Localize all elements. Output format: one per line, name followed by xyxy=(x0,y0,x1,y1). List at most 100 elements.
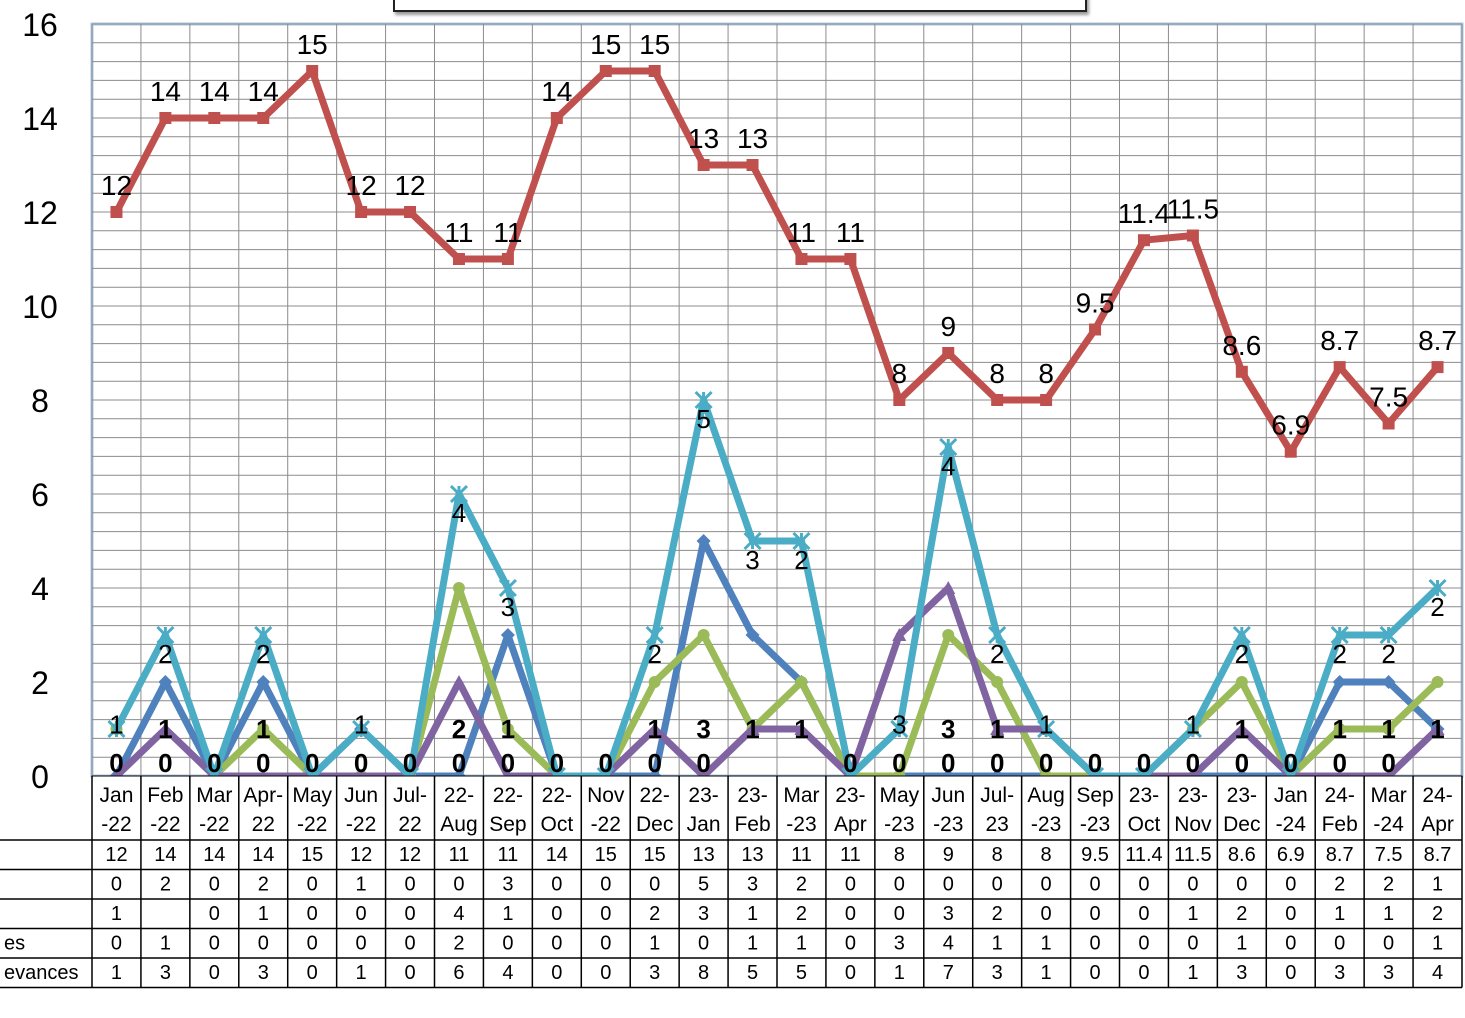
table-cell: 15 xyxy=(301,844,323,866)
table-cell: 2 xyxy=(1334,874,1345,896)
data-label: 0 xyxy=(892,748,906,778)
table-cell: 3 xyxy=(1383,962,1394,984)
table-cell: 14 xyxy=(546,844,568,866)
table-cell: 13 xyxy=(741,844,763,866)
table-cell: 2 xyxy=(1432,903,1443,925)
table-cell: 0 xyxy=(1041,874,1052,896)
y-tick-label: 12 xyxy=(22,195,58,231)
table-cell: 1 xyxy=(1187,962,1198,984)
series-marker xyxy=(795,676,808,688)
series-marker xyxy=(256,675,271,689)
x-tick-label: -23 xyxy=(933,813,963,836)
table-cell: 0 xyxy=(209,962,220,984)
table-cell: 8 xyxy=(1041,844,1052,866)
data-label: 4 xyxy=(941,451,955,481)
table-cell: 13 xyxy=(692,844,714,866)
series-marker xyxy=(1333,723,1346,735)
series-marker xyxy=(257,112,270,124)
series-marker xyxy=(550,112,563,124)
data-label: 1 xyxy=(1430,714,1444,744)
table-cell: 14 xyxy=(203,844,225,866)
data-label: 0 xyxy=(256,748,270,778)
data-label: 0 xyxy=(990,748,1004,778)
series-marker xyxy=(745,628,760,642)
table-cell: 0 xyxy=(1383,933,1394,955)
series-marker xyxy=(746,159,759,171)
series-marker xyxy=(1137,234,1150,247)
data-label: 11.5 xyxy=(1167,194,1219,225)
table-cell: 0 xyxy=(1138,962,1149,984)
table-cell: 0 xyxy=(943,874,954,896)
table-cell: 3 xyxy=(1236,962,1247,984)
x-tick-label: Oct xyxy=(540,813,573,836)
table-cell: 3 xyxy=(698,903,709,925)
table-cell: 1 xyxy=(502,903,513,925)
table-cell: 2 xyxy=(796,903,807,925)
data-label: 7.5 xyxy=(1369,382,1408,413)
table-cell: 8.7 xyxy=(1326,844,1354,866)
data-label: 0 xyxy=(1284,748,1298,778)
data-label: 1 xyxy=(1186,710,1200,740)
table-cell: 9.5 xyxy=(1081,844,1109,866)
table-cell: 1 xyxy=(111,903,122,925)
data-label: 0 xyxy=(696,748,710,778)
table-row-header: es xyxy=(4,933,25,955)
series-marker xyxy=(1037,719,1056,739)
y-tick-label: 16 xyxy=(22,7,58,43)
table-cell: 0 xyxy=(1285,903,1296,925)
table-cell: 0 xyxy=(1089,903,1100,925)
table-cell: 1 xyxy=(1432,933,1443,955)
series-line xyxy=(113,67,1441,456)
series-marker xyxy=(942,347,955,359)
data-label: 3 xyxy=(745,545,759,575)
data-label: 2 xyxy=(647,639,661,669)
data-label: 1 xyxy=(990,714,1004,744)
table-cell: 15 xyxy=(644,844,666,866)
series-marker xyxy=(1040,394,1053,406)
data-label: 0 xyxy=(941,748,955,778)
x-tick-label: Feb xyxy=(147,784,183,807)
data-label: 0 xyxy=(843,748,857,778)
table-cell: 0 xyxy=(1285,962,1296,984)
data-label: 13 xyxy=(688,123,719,154)
table-cell: 0 xyxy=(845,962,856,984)
series-marker xyxy=(1234,722,1249,735)
series-marker xyxy=(648,676,661,688)
x-tick-label: Sep xyxy=(489,813,526,836)
series-marker xyxy=(794,722,809,735)
table-cell: 5 xyxy=(796,962,807,984)
data-label: 0 xyxy=(305,748,319,778)
data-label: 11 xyxy=(444,217,473,248)
data-label: 0 xyxy=(647,748,661,778)
series-marker xyxy=(107,719,126,739)
x-tick-label: 23- xyxy=(835,784,865,807)
series-marker xyxy=(991,676,1004,688)
data-label: 2 xyxy=(1430,592,1444,622)
y-tick-label: 10 xyxy=(22,289,58,325)
x-tick-label: May xyxy=(292,784,332,807)
x-tick-label: 22- xyxy=(493,784,523,807)
series-marker xyxy=(988,625,1007,645)
series-marker xyxy=(745,722,760,735)
series-marker xyxy=(1382,417,1395,430)
table-cell: 3 xyxy=(649,962,660,984)
series-marker xyxy=(939,437,958,457)
data-label: 0 xyxy=(452,748,466,778)
data-label: 11 xyxy=(787,217,816,248)
table-cell: 11 xyxy=(840,844,861,866)
series-marker xyxy=(941,581,956,594)
table-cell: 2 xyxy=(453,933,464,955)
table-cell: 1 xyxy=(1041,962,1052,984)
series-marker xyxy=(1284,445,1297,458)
series-marker xyxy=(694,390,713,410)
table-cell: 0 xyxy=(307,903,318,925)
table-cell: 0 xyxy=(1285,933,1296,955)
table-cell: 1 xyxy=(1187,903,1198,925)
x-tick-label: -22 xyxy=(591,813,621,836)
table-cell: 2 xyxy=(649,903,660,925)
data-label: 0 xyxy=(1381,748,1395,778)
table-cell: 0 xyxy=(845,903,856,925)
x-tick-label: 22 xyxy=(252,813,275,836)
table-cell: 0 xyxy=(1334,933,1345,955)
data-label: 4 xyxy=(452,498,466,528)
